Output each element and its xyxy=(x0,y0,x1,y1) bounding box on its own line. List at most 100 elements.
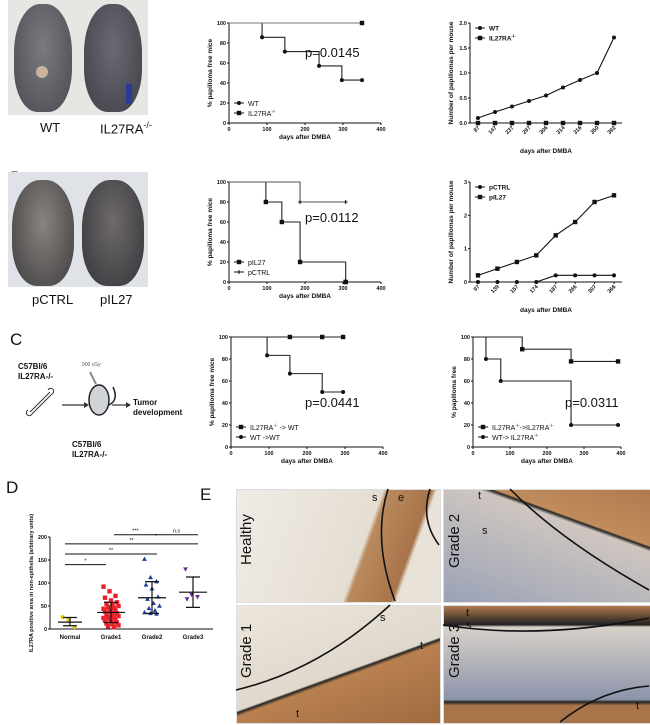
data-point xyxy=(265,353,270,358)
y-tick-label: 20 xyxy=(220,260,226,266)
end-mark xyxy=(360,78,364,83)
photo-mice-b xyxy=(8,172,148,287)
x-tick-label: 350 xyxy=(590,125,601,136)
data-point xyxy=(594,120,600,126)
y-axis-label: Number of papillomas per mouse xyxy=(448,21,455,124)
x-axis-label: days after DMBA xyxy=(281,458,333,465)
data-point xyxy=(592,199,597,205)
y-tick-label: 100 xyxy=(461,335,470,341)
significance-label: *** xyxy=(132,529,139,535)
data-point xyxy=(183,567,188,572)
legend-sup: -/- xyxy=(273,423,278,428)
data-point xyxy=(476,280,480,284)
mouse-icon xyxy=(88,384,116,416)
data-point xyxy=(595,71,599,75)
arrow-icon xyxy=(62,402,89,408)
end-mark xyxy=(615,359,621,364)
legend-sup: -/- xyxy=(515,423,520,428)
y-tick-label: 200 xyxy=(38,535,47,541)
censor-mark xyxy=(320,334,325,340)
data-point xyxy=(105,604,111,610)
panel-label-c: C xyxy=(10,330,23,349)
mark-t: t xyxy=(420,640,424,652)
data-point xyxy=(544,93,548,98)
legend-sup: -/- xyxy=(511,34,516,39)
data-point xyxy=(572,219,578,225)
data-point xyxy=(495,280,500,284)
chart-c2: 0 20 40 60 80 100 % papilloma free days after D… xyxy=(451,335,626,465)
y-tick-label: 20 xyxy=(464,423,470,429)
data-point xyxy=(116,603,121,609)
legend-text: pIL27 xyxy=(248,260,266,267)
x-tick-label: 0 xyxy=(227,127,230,133)
x-tick-label: 300 xyxy=(579,451,588,457)
data-point xyxy=(339,78,344,83)
data-point xyxy=(297,259,303,265)
legend-text: IL27RA xyxy=(250,425,274,432)
data-point xyxy=(110,602,115,608)
data-point xyxy=(113,593,118,599)
x-tick-label: 300 xyxy=(340,451,349,457)
data-point xyxy=(104,612,109,617)
y-axis-label: % papilloma free xyxy=(451,366,458,418)
data-point xyxy=(298,200,303,204)
data-point xyxy=(592,273,597,278)
y-tick-label: 2.0 xyxy=(459,21,467,27)
legend-label: WT ->WT xyxy=(250,435,281,442)
x-tick-label: 200 xyxy=(300,127,309,133)
y-tick-label: 80 xyxy=(220,200,226,206)
censor-mark xyxy=(287,334,293,340)
mark-s: s xyxy=(482,525,488,537)
outcome-line1: Tumor xyxy=(133,398,158,407)
y-axis-label: % papilloma free mice xyxy=(207,197,214,266)
x-axis-label: days after DMBA xyxy=(279,134,331,141)
chart-b1: 0 20 40 60 80 100 % papilloma free mice days af… xyxy=(207,180,386,300)
outcome-line2: development xyxy=(133,408,183,417)
legend-marker xyxy=(477,194,483,200)
x-tick-label: 0 xyxy=(471,451,474,457)
y-tick-label: 0 xyxy=(44,627,47,633)
chart-c1: 0 20 40 60 80 100 % papilloma free mice days af… xyxy=(209,334,388,465)
y-tick-label: 80 xyxy=(464,357,470,363)
legend-text: IL27RA xyxy=(492,425,516,432)
series-line xyxy=(229,22,362,81)
legend-label: pIL27 xyxy=(248,260,266,267)
y-tick-label: 150 xyxy=(38,558,47,564)
data-point xyxy=(260,35,265,40)
y-tick-label: 1.5 xyxy=(459,46,467,52)
y-tick-label: 1.0 xyxy=(459,71,467,77)
y-axis-label: Number of papillomas per mouse xyxy=(448,180,455,283)
mark-t: t xyxy=(296,708,300,720)
x-tick-label: 306 xyxy=(539,125,550,136)
data-point xyxy=(111,605,117,611)
legend-sup: -/- xyxy=(549,423,554,428)
y-tick-label: 60 xyxy=(222,379,228,385)
data-point xyxy=(107,616,112,622)
y-tick-label: 80 xyxy=(220,41,226,47)
data-point xyxy=(116,613,121,619)
data-point xyxy=(146,605,152,611)
legend-text: pIL27 xyxy=(489,195,506,202)
chart-b2: 0 1 2 3 Number of papillomas per mouse days a… xyxy=(448,180,622,314)
y-tick-label: 100 xyxy=(217,21,226,27)
photo-caption-pctrl: pCTRL xyxy=(32,292,74,307)
legend-text: WT ->WT xyxy=(250,435,281,442)
x-tick-label: 400 xyxy=(616,451,625,457)
mark-t: t xyxy=(636,700,640,712)
data-point xyxy=(611,120,617,126)
photo-caption-wt: WT xyxy=(40,120,61,135)
data-point xyxy=(101,606,106,611)
legend-label: IL27RA-/-->IL27RA-/- xyxy=(492,423,554,432)
data-point xyxy=(102,609,108,614)
data-point xyxy=(111,615,117,620)
caption-sup: -/- xyxy=(143,120,152,130)
data-point xyxy=(612,35,616,40)
chart-a1: 0 20 40 60 80 100 % papilloma free mice days af… xyxy=(207,20,386,141)
mouse-il27ra xyxy=(84,4,142,112)
data-point xyxy=(104,621,109,626)
donor-line2: IL27RA-/- xyxy=(18,372,54,381)
data-point xyxy=(152,608,158,613)
data-point xyxy=(553,273,558,278)
y-tick-label: 100 xyxy=(217,180,226,186)
